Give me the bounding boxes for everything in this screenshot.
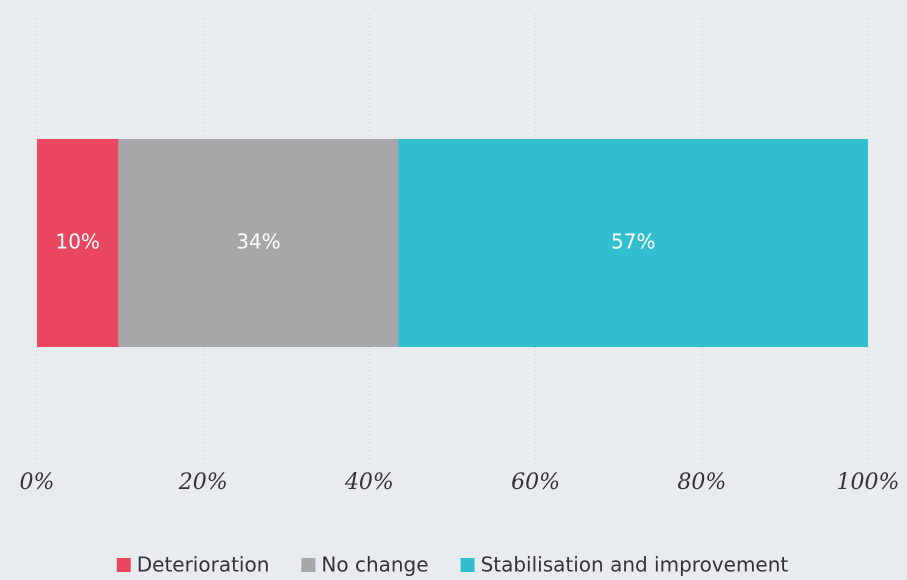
legend-label: No change — [321, 553, 428, 577]
legend-swatch — [460, 558, 475, 572]
x-tick-label: 100% — [837, 470, 900, 495]
x-tick-label: 40% — [344, 470, 394, 495]
legend-label: Deterioration — [137, 553, 270, 577]
legend-swatch — [116, 558, 131, 572]
legend-item: Stabilisation and improvement — [460, 553, 789, 577]
legend-item: No change — [301, 553, 429, 577]
bar-segment — [398, 139, 868, 347]
bar-segment — [37, 139, 119, 347]
x-tick-label: 0% — [20, 470, 55, 495]
legend-swatch — [301, 558, 316, 572]
bar-segment — [118, 139, 399, 347]
data-label: 57% — [611, 230, 655, 254]
x-tick-label: 80% — [677, 470, 726, 495]
data-label: 34% — [236, 230, 280, 254]
legend-label: Stabilisation and improvement — [481, 553, 789, 577]
data-label: 10% — [55, 230, 99, 254]
legend-item: Deterioration — [116, 553, 270, 577]
x-tick-label: 60% — [511, 470, 560, 495]
x-tick-label: 20% — [178, 470, 228, 495]
